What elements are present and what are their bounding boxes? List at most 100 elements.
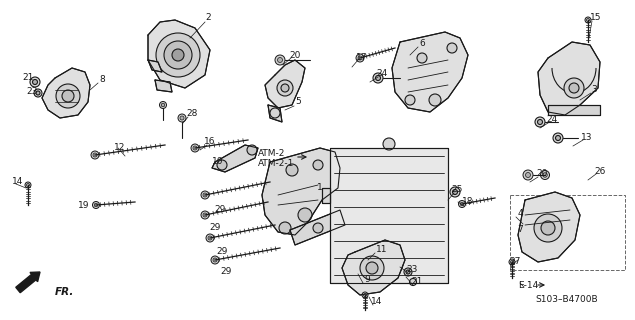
Circle shape: [247, 145, 257, 155]
Circle shape: [509, 259, 515, 265]
Text: 24: 24: [377, 69, 387, 78]
Circle shape: [417, 53, 427, 63]
Text: ATM-2-1: ATM-2-1: [258, 158, 295, 167]
Circle shape: [313, 223, 323, 233]
Text: 3: 3: [591, 85, 597, 94]
Circle shape: [410, 278, 417, 285]
Circle shape: [404, 268, 412, 276]
Circle shape: [526, 172, 530, 178]
Text: 20: 20: [537, 170, 547, 179]
Text: 19: 19: [78, 201, 90, 210]
Text: E-14: E-14: [518, 281, 538, 290]
Polygon shape: [538, 42, 600, 115]
Polygon shape: [342, 240, 405, 295]
Circle shape: [450, 187, 460, 197]
Circle shape: [277, 58, 283, 62]
Polygon shape: [265, 60, 305, 108]
Circle shape: [93, 153, 97, 157]
Text: 1: 1: [317, 182, 323, 191]
Circle shape: [279, 222, 291, 234]
Text: 7: 7: [517, 226, 523, 235]
Text: 25: 25: [451, 186, 463, 195]
Polygon shape: [518, 192, 580, 262]
Text: ATM-2: ATM-2: [258, 148, 285, 157]
Text: 17: 17: [356, 52, 368, 61]
Text: 20: 20: [290, 51, 301, 60]
Text: FR.: FR.: [55, 287, 74, 297]
Text: 29: 29: [215, 205, 225, 214]
Circle shape: [281, 84, 289, 92]
Polygon shape: [148, 20, 210, 88]
Text: 29: 29: [220, 268, 232, 276]
Circle shape: [159, 101, 166, 108]
Circle shape: [447, 43, 457, 53]
Circle shape: [91, 151, 99, 159]
Circle shape: [540, 171, 549, 180]
Circle shape: [405, 95, 415, 105]
Text: 16: 16: [204, 138, 216, 147]
Polygon shape: [268, 105, 282, 122]
Text: 12: 12: [114, 142, 126, 151]
Circle shape: [537, 119, 542, 124]
Circle shape: [164, 41, 192, 69]
Polygon shape: [155, 80, 172, 92]
Circle shape: [203, 193, 207, 197]
Text: 2: 2: [205, 13, 211, 22]
Circle shape: [553, 133, 563, 143]
Circle shape: [535, 117, 545, 127]
Text: 26: 26: [594, 167, 606, 177]
Circle shape: [201, 211, 209, 219]
Circle shape: [534, 214, 562, 242]
Text: S103–B4700B: S103–B4700B: [535, 295, 598, 305]
Polygon shape: [212, 145, 258, 172]
Circle shape: [523, 170, 533, 180]
Circle shape: [217, 160, 227, 170]
Circle shape: [25, 182, 31, 188]
Text: 13: 13: [581, 132, 592, 141]
Circle shape: [36, 91, 40, 95]
Circle shape: [362, 292, 368, 298]
Circle shape: [460, 202, 464, 206]
Polygon shape: [330, 148, 448, 283]
Circle shape: [556, 135, 561, 140]
Circle shape: [191, 144, 199, 152]
Circle shape: [27, 183, 29, 187]
Circle shape: [206, 234, 214, 242]
Text: 11: 11: [377, 245, 388, 254]
Circle shape: [313, 160, 323, 170]
Text: 23: 23: [406, 266, 418, 275]
Text: 18: 18: [462, 197, 474, 206]
Circle shape: [30, 77, 40, 87]
Polygon shape: [548, 105, 600, 115]
Circle shape: [511, 260, 514, 263]
Circle shape: [208, 236, 212, 240]
Polygon shape: [148, 60, 162, 72]
Bar: [510, 195, 625, 270]
Circle shape: [356, 54, 364, 62]
Text: 14: 14: [371, 298, 383, 307]
Text: 21: 21: [22, 74, 34, 83]
Circle shape: [458, 201, 465, 207]
Text: 9: 9: [364, 276, 370, 284]
Circle shape: [34, 89, 42, 97]
Circle shape: [366, 262, 378, 274]
Circle shape: [453, 189, 457, 195]
Polygon shape: [392, 32, 468, 112]
Polygon shape: [262, 148, 340, 235]
Text: 28: 28: [186, 109, 197, 118]
Circle shape: [543, 173, 547, 177]
Circle shape: [383, 138, 395, 150]
Circle shape: [585, 17, 591, 23]
Text: 23: 23: [26, 86, 37, 95]
Circle shape: [94, 203, 98, 207]
Circle shape: [201, 191, 209, 199]
Circle shape: [375, 249, 403, 277]
Circle shape: [587, 19, 589, 21]
Circle shape: [93, 202, 100, 209]
Circle shape: [180, 116, 184, 120]
Circle shape: [564, 78, 584, 98]
Circle shape: [211, 256, 219, 264]
Circle shape: [541, 221, 555, 235]
Circle shape: [213, 258, 217, 262]
Circle shape: [56, 84, 80, 108]
